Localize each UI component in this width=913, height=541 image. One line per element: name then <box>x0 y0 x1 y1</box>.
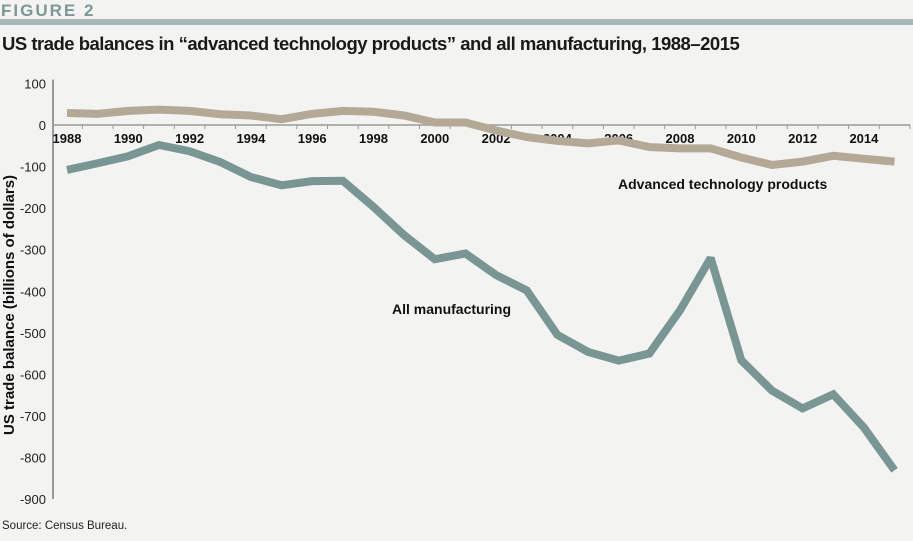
source-note: Source: Census Bureau. <box>2 520 128 532</box>
y-tick-label: -600 <box>20 367 46 382</box>
x-tick-label: 2010 <box>727 131 756 146</box>
series-line-all-manufacturing <box>66 140 898 473</box>
series-label-advanced-technology: Advanced technology products <box>618 176 827 192</box>
x-tick-label: 1994 <box>236 131 266 146</box>
x-tick-label: 1990 <box>114 131 143 146</box>
y-tick-label: -100 <box>20 160 46 175</box>
x-tick-label: 2014 <box>849 131 879 146</box>
y-tick-label: -300 <box>20 243 46 258</box>
y-tick-label: -900 <box>20 492 46 507</box>
y-tick-label: -500 <box>20 326 46 341</box>
chart-title: US trade balances in “advanced technolog… <box>2 33 740 54</box>
y-tick-label: -800 <box>20 450 46 465</box>
y-axis-title: US trade balance (billions of dollars) <box>1 175 18 435</box>
x-tick-label: 1996 <box>298 131 327 146</box>
y-tick-label: -200 <box>20 201 46 216</box>
figure-label: FIGURE 2 <box>1 1 96 20</box>
y-tick-label: -700 <box>20 409 46 424</box>
header-bar <box>0 19 913 25</box>
y-tick-label: -400 <box>20 284 46 299</box>
x-tick-label: 1988 <box>53 131 82 146</box>
y-tick-label: 0 <box>39 118 46 133</box>
x-tick-label: 1992 <box>175 131 204 146</box>
series-line-advanced-technology <box>66 105 895 169</box>
x-tick-label: 2008 <box>666 131 695 146</box>
x-tick-label: 1998 <box>359 131 388 146</box>
y-tick-label: 100 <box>24 77 46 92</box>
x-tick-label: 2000 <box>420 131 449 146</box>
series-label-all-manufacturing: All manufacturing <box>392 301 511 317</box>
x-tick-label: 2012 <box>788 131 817 146</box>
